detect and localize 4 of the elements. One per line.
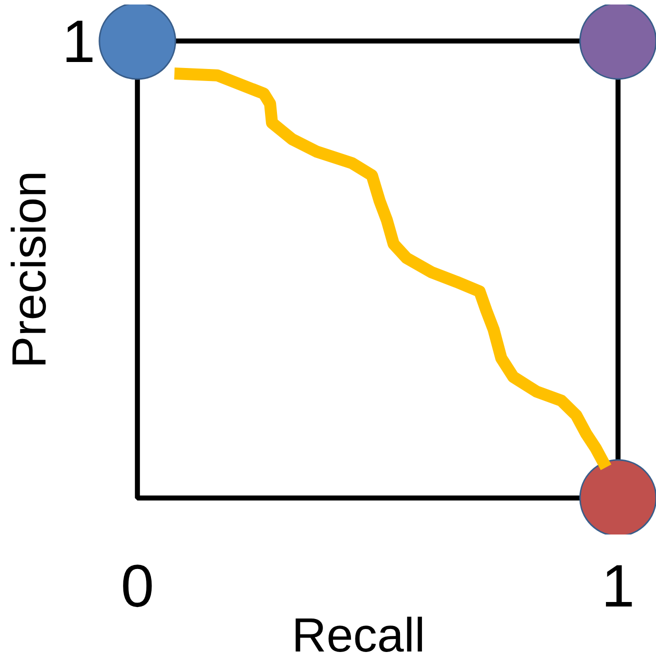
x-axis-title: Recall (292, 610, 426, 662)
x-tick-label: 0 (120, 552, 154, 620)
y-axis-title: Precision (4, 170, 56, 368)
text: 1 (62, 8, 96, 76)
